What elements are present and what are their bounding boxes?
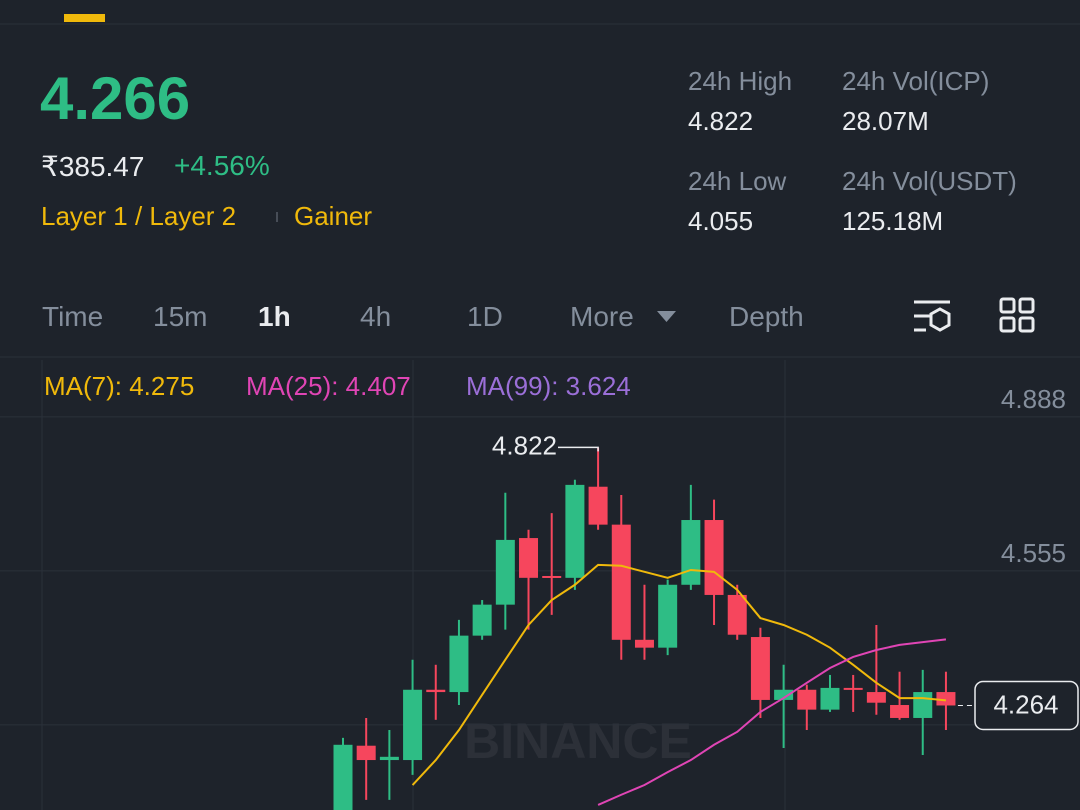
stat-label: 24h Vol(ICP) [842,66,990,96]
tab[interactable]: More [570,301,634,332]
candle-body [356,745,376,761]
max-label: 4.822 [492,430,557,460]
price-tag [974,680,1079,731]
candle-body [727,594,747,635]
candle-body [495,539,515,605]
y-tick-label: 4.888 [1001,384,1066,414]
stat-label: 24h Low [688,166,787,196]
candle-body [403,689,423,761]
stat-value: 4.055 [688,206,754,236]
stat-value: 125.18M [842,206,944,236]
candle-body [866,692,886,703]
fiat-price: ₹385.47 [41,151,145,182]
legend-entry: MA(99): 3.624 [466,371,631,401]
candle-body [333,744,353,810]
tab[interactable]: Depth [729,301,804,332]
candle-body [750,637,770,700]
last-price: 4.266 [40,65,191,132]
watermark: BINANCE [464,713,692,769]
candle-body [681,520,701,585]
legend-entry: MA(25): 4.407 [246,371,411,401]
candle-body [658,584,678,648]
stat-value: 28.07M [842,106,929,136]
tag[interactable]: Gainer [294,201,373,231]
stat-label: 24h Vol(USDT) [842,166,1017,196]
tab[interactable]: Time [42,301,104,332]
ma-line [597,638,947,806]
candle-body [913,692,933,718]
candle-body [774,689,794,700]
y-tick-label: 4.555 [1001,538,1066,568]
max-pointer [558,446,599,452]
layout-icon[interactable] [999,297,1035,333]
candle-body [704,520,724,595]
tag[interactable]: Layer 1 / Layer 2 [41,201,237,231]
tab[interactable]: 1D [467,301,503,332]
tab[interactable]: 15m [153,301,208,332]
tag-separator [276,212,278,222]
candle-body [472,604,492,636]
ma-line [411,563,947,786]
stat-value: 4.822 [688,106,754,136]
price-tag-label: 4.264 [993,689,1058,719]
stat-label: 24h High [688,66,793,96]
candle-body [565,484,585,578]
candle-body [936,692,956,706]
settings-icon[interactable] [914,300,951,332]
legend-entry: MA(7): 4.275 [44,371,195,401]
tab-indicator [64,14,105,22]
candle-body [519,538,539,578]
dropdown-arrow [657,311,676,322]
price-change: +4.56% [174,150,270,181]
candle-body [820,687,840,710]
candle-body [379,756,399,761]
candle-body [542,575,562,578]
candle-body [449,635,469,693]
candle-body [634,639,654,648]
candle-body [797,689,817,710]
candle-body [588,486,608,525]
tab[interactable]: 4h [360,301,392,332]
candle-body [611,524,631,640]
candle-body [426,689,446,693]
tab[interactable]: 1h [258,301,291,332]
candle-body [890,705,910,718]
candle-body [843,687,863,690]
